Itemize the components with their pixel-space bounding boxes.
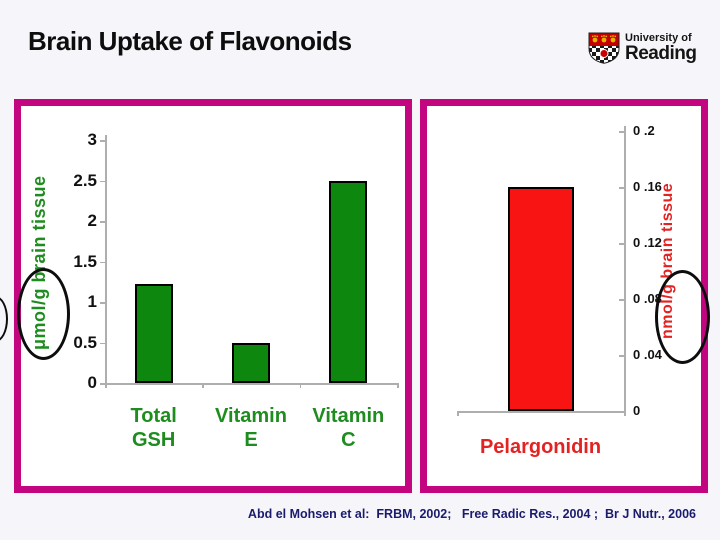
y-tick-label: 3 <box>87 130 97 150</box>
x-axis-tick <box>299 383 302 388</box>
y-axis-tick <box>100 261 105 263</box>
y-tick-label: 0 .2 <box>633 123 655 139</box>
y-axis-tick <box>619 243 624 245</box>
x-axis-tick <box>202 383 204 388</box>
y-tick-label: 1.5 <box>73 251 97 271</box>
bar-pelargonidin <box>507 187 574 411</box>
university-logo-text: University of Reading <box>625 32 697 64</box>
y-axis-tick <box>100 342 105 344</box>
citation-text: Abd el Mohsen et al: FRBM, 2002; Free Ra… <box>247 507 696 521</box>
category-label: Total GSH <box>130 405 177 451</box>
y-axis-line <box>624 126 626 411</box>
category-label: Pelargonidin <box>479 436 602 458</box>
logo-line2: Reading <box>625 43 697 64</box>
annotation-oval-edge-fragment <box>0 296 8 342</box>
y-axis-tick <box>619 131 624 133</box>
y-axis-tick <box>619 299 624 301</box>
y-tick-label: 0 .16 <box>633 179 662 195</box>
x-axis-tick <box>457 411 459 416</box>
x-axis-line <box>457 411 624 413</box>
y-axis-tick <box>100 383 105 385</box>
y-axis-tick <box>100 302 105 304</box>
bar-vitamin-c <box>329 180 368 383</box>
page-title: Brain Uptake of Flavonoids <box>28 26 352 56</box>
university-logo: University of Reading <box>588 32 697 65</box>
y-axis-tick <box>100 180 105 182</box>
y-axis-line <box>105 135 107 383</box>
y-axis-tick <box>619 411 624 413</box>
y-axis-tick <box>619 355 624 357</box>
x-axis-tick <box>624 411 626 416</box>
bar-total-gsh <box>134 284 173 383</box>
y-tick-label: 0 <box>633 403 641 419</box>
y-axis-tick <box>619 187 624 189</box>
y-tick-label: 0 <box>87 373 97 393</box>
y-axis-tick <box>100 221 105 223</box>
y-tick-label: 0 .12 <box>633 235 662 251</box>
annotation-oval-left <box>17 268 70 360</box>
x-axis-line <box>105 383 397 385</box>
left-chart-panel: 3 2.5 2 1.5 1 0.5 0 Total GSH Vitamin E Vitamin C… <box>14 99 412 493</box>
y-axis-tick <box>100 140 105 142</box>
left-bar-chart: 3 2.5 2 1.5 1 0.5 0 Total GSH Vitamin E Vitamin C <box>21 106 405 486</box>
y-tick-label: 0 .04 <box>633 347 662 363</box>
x-axis-tick <box>397 383 399 388</box>
annotation-oval-right <box>655 270 710 364</box>
x-axis-tick <box>105 383 107 388</box>
right-bar-chart: 0 .2 0 .16 0 .12 0 .08 0 .04 0 Pelargonidin <box>427 106 701 486</box>
y-tick-label: 2.5 <box>73 170 97 190</box>
university-shield-icon <box>588 32 620 64</box>
bar-vitamin-e <box>232 342 270 383</box>
category-label: Vitamin C <box>312 405 385 451</box>
logo-line1: University of <box>625 32 692 44</box>
category-label: Vitamin E <box>215 405 287 451</box>
y-tick-label: 2 <box>87 211 97 231</box>
y-tick-label: 1 <box>87 292 97 312</box>
y-tick-label: 0.5 <box>73 332 97 352</box>
